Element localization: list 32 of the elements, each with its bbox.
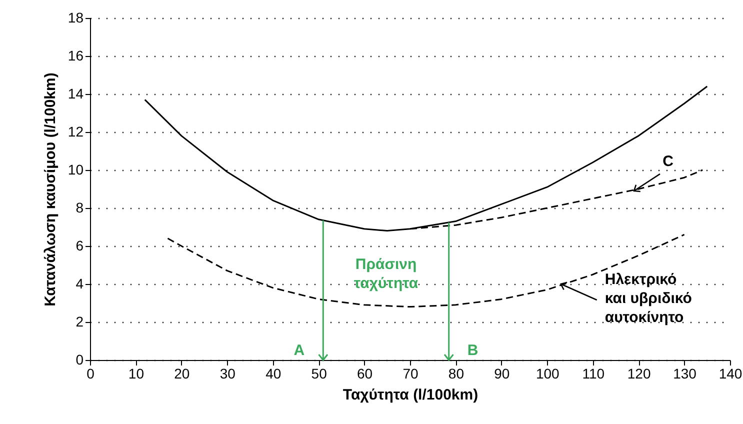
y-axis-title: Κατανάλωση καυσίμου (l/100km): [42, 72, 59, 306]
y-tick-label: 14: [68, 86, 84, 102]
annotation: Πράσινη ταχύτητα: [354, 256, 419, 292]
y-tick-label: 16: [68, 48, 84, 64]
x-tick-label: 20: [174, 366, 190, 382]
annotation: C: [662, 152, 674, 170]
y-tick-label: 10: [68, 162, 84, 178]
x-tick-label: 130: [673, 366, 697, 382]
y-tick-label: 0: [76, 352, 84, 368]
x-tick-label: 90: [494, 366, 510, 382]
x-tick-label: 140: [718, 366, 742, 382]
x-tick-label: 70: [402, 366, 418, 382]
x-tick-label: 30: [220, 366, 236, 382]
x-tick-label: 80: [448, 366, 464, 382]
x-tick-label: 100: [536, 366, 560, 382]
x-tick-label: 120: [627, 366, 651, 382]
x-tick-label: 50: [311, 366, 328, 382]
y-tick-label: 18: [68, 10, 84, 26]
x-tick-label: 60: [356, 366, 373, 382]
x-tick-label: 0: [86, 366, 95, 382]
annotation: B: [467, 342, 478, 359]
annotation: A: [294, 342, 305, 359]
y-tick-label: 6: [76, 238, 84, 254]
y-tick-label: 8: [76, 200, 84, 216]
y-tick-label: 12: [68, 124, 84, 140]
x-tick-label: 10: [128, 366, 144, 382]
x-tick-label: 110: [582, 366, 605, 382]
y-tick-label: 2: [76, 314, 84, 330]
x-tick-label: 40: [266, 366, 282, 382]
annotation: Ηλεκτρικό και υβριδικό αυτοκίνητο: [604, 271, 692, 326]
x-axis-title: Ταχύτητα (l/100km): [342, 386, 478, 404]
y-tick-label: 4: [76, 276, 84, 292]
